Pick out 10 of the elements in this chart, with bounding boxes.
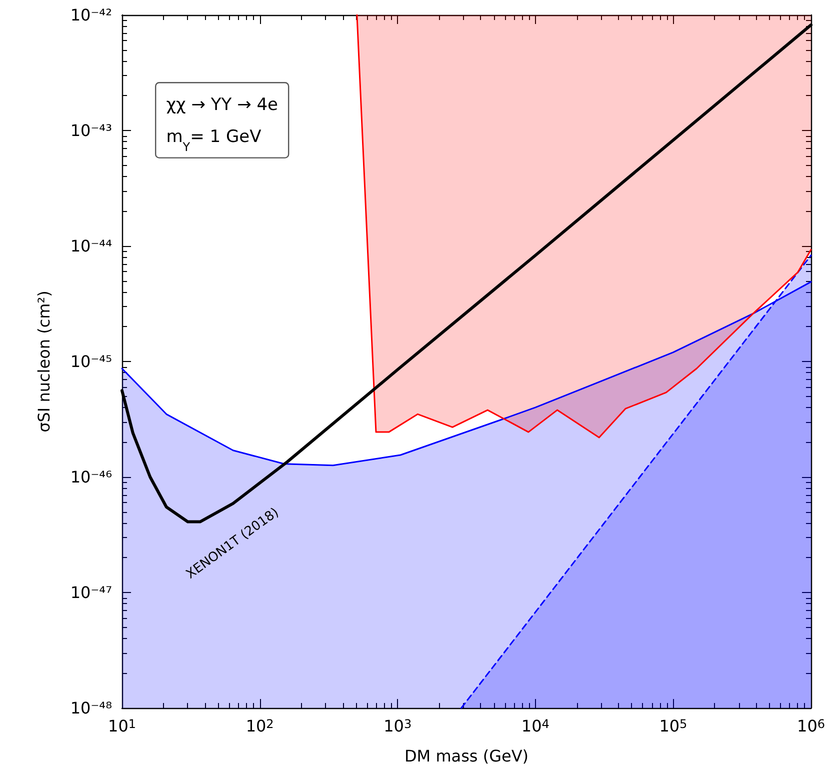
y-axis-title: σSI nucleon (cm²) (34, 290, 54, 432)
y-tick-label: 10⁻⁴⁸ (70, 698, 112, 718)
x-axis-title: DM mass (GeV) (404, 746, 529, 766)
y-tick-label: 10⁻⁴⁴ (70, 236, 112, 256)
y-tick-label: 10⁻⁴⁶ (70, 468, 112, 486)
annotation: χχ → YY → 4e (166, 95, 278, 116)
y-tick-label: 10⁻⁴⁵ (70, 352, 112, 371)
y-tick-label: 10⁻⁴² (70, 6, 112, 24)
y-tick-label: 10⁻⁴⁷ (70, 583, 112, 602)
y-tick-label: 10⁻⁴³ (70, 121, 112, 140)
